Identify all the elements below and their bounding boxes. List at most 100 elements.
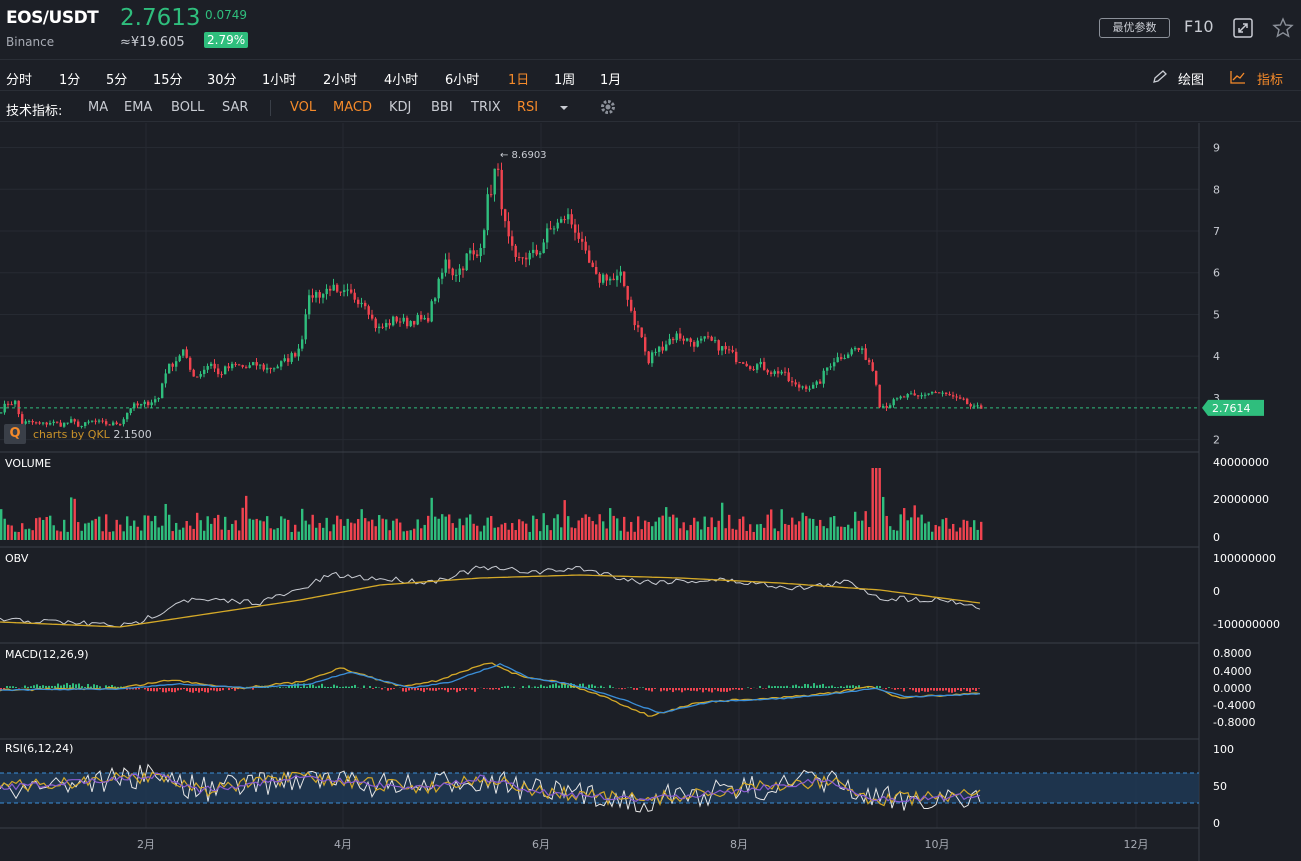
tf-tab[interactable]: 2小时 xyxy=(323,73,358,88)
indicator-axis-label: -0.8000 xyxy=(1213,716,1255,729)
volume-bar xyxy=(406,530,409,540)
indicator-trix[interactable]: TRIX xyxy=(471,100,501,115)
volume-bar xyxy=(192,528,195,540)
candle-body xyxy=(14,400,17,405)
candle-body xyxy=(283,358,286,362)
candle-body xyxy=(717,340,720,351)
macd-histogram-bar xyxy=(219,688,221,691)
tf-tab[interactable]: 30分 xyxy=(207,73,237,88)
candle-body xyxy=(301,339,304,349)
last-price-marker: 2.7614 xyxy=(0,399,1264,416)
candle-body xyxy=(959,397,962,399)
volume-bar xyxy=(868,527,871,540)
volume-bar xyxy=(196,512,199,540)
volume-bar xyxy=(815,525,818,540)
expand-icon[interactable] xyxy=(1232,17,1254,39)
indicator-axis-label: -0.4000 xyxy=(1213,699,1255,712)
volume-bar xyxy=(955,531,958,540)
volume-bar xyxy=(381,518,384,540)
candle-body xyxy=(262,364,265,370)
indicator-vol[interactable]: VOL xyxy=(290,100,317,115)
volume-bar xyxy=(462,525,465,540)
macd-histogram-bar xyxy=(936,688,938,691)
tf-tab[interactable]: 1月 xyxy=(600,73,622,88)
volume-bar xyxy=(52,525,55,540)
tf-tab[interactable]: 4小时 xyxy=(384,73,419,88)
indicator-ema[interactable]: EMA xyxy=(124,100,153,115)
volume-bar xyxy=(171,531,174,540)
macd-histogram-bar xyxy=(72,683,74,688)
candle-body xyxy=(826,367,829,371)
volume-bar xyxy=(483,525,486,540)
indicator-rsi[interactable]: RSI xyxy=(517,100,539,115)
indicator-bbi[interactable]: BBI xyxy=(431,100,453,115)
indicator-boll[interactable]: BOLL xyxy=(171,100,205,115)
f10-button[interactable]: F10 xyxy=(1184,17,1214,36)
volume-bar xyxy=(616,518,619,540)
indicator-kdj[interactable]: KDJ xyxy=(389,100,412,115)
candle-body xyxy=(696,340,699,347)
candle-body xyxy=(217,368,220,375)
candle-body xyxy=(444,259,447,273)
macd-histogram-bar xyxy=(186,688,188,692)
candle-body xyxy=(423,317,426,320)
candle-body xyxy=(693,342,696,347)
caret-down-icon[interactable] xyxy=(559,104,569,112)
candle-body xyxy=(280,361,283,367)
best-params-button[interactable]: 最优参数 xyxy=(1099,18,1170,38)
tf-tab[interactable]: 1周 xyxy=(554,73,576,88)
macd-histogram-bar xyxy=(939,688,941,691)
macd-histogram-bar xyxy=(54,685,56,688)
macd-histogram-bar xyxy=(453,688,455,690)
macd-histogram-bar xyxy=(324,686,326,688)
macd-histogram-bar xyxy=(300,687,302,688)
indicator-ma[interactable]: MA xyxy=(88,100,109,115)
macd-histogram-bar xyxy=(471,688,473,690)
macd-histogram-bar xyxy=(765,688,767,689)
macd-histogram-bar xyxy=(3,688,5,690)
candle-body xyxy=(66,422,69,424)
volume-bar xyxy=(654,521,657,540)
tf-tab[interactable]: 15分 xyxy=(153,73,183,88)
candle-body xyxy=(682,338,685,341)
macd-histogram-bar xyxy=(693,688,695,691)
volume-bar xyxy=(231,523,234,540)
macd-histogram-bar xyxy=(573,684,575,688)
candle-body xyxy=(70,419,73,423)
star-icon[interactable] xyxy=(1272,17,1294,39)
tf-tab[interactable]: 6小时 xyxy=(445,73,480,88)
tf-tab[interactable]: 分时 xyxy=(6,73,33,88)
volume-bar xyxy=(269,528,272,540)
macd-histogram-bar xyxy=(213,688,215,691)
macd-histogram-bar xyxy=(303,683,305,688)
macd-histogram-bar xyxy=(891,688,893,689)
tf-tab-active[interactable]: 1日 xyxy=(508,73,530,88)
macd-histogram-bar xyxy=(504,686,506,688)
tf-tab[interactable]: 1分 xyxy=(59,73,81,88)
volume-bar xyxy=(98,516,101,540)
volume-bar xyxy=(626,531,629,540)
macd-histogram-bar xyxy=(549,685,551,688)
macd-histogram-bar xyxy=(513,686,515,688)
candle-body xyxy=(87,421,90,423)
indicator-sar[interactable]: SAR xyxy=(222,100,249,115)
volume-bar xyxy=(402,531,405,540)
volume-bar xyxy=(392,520,395,540)
draw-button[interactable]: 绘图 xyxy=(1178,73,1205,88)
candle-body xyxy=(206,365,209,370)
indicator-macd[interactable]: MACD xyxy=(333,100,372,115)
macd-histogram-bar xyxy=(330,686,332,688)
chart-area[interactable]: ← 8.6903 2月 4月 6月 8月 10月 12月 2 3 4 5 6 7 8 9 VOLUME 400… xyxy=(0,123,1301,861)
brand-logo-icon: Q xyxy=(4,424,26,444)
gear-icon[interactable] xyxy=(599,98,617,116)
tf-tab[interactable]: 1小时 xyxy=(262,73,297,88)
volume-bar xyxy=(241,507,244,540)
volume-bar xyxy=(168,514,171,540)
macd-histogram-bar xyxy=(465,688,467,691)
indicator-button[interactable]: 指标 xyxy=(1257,73,1284,88)
tf-tab[interactable]: 5分 xyxy=(106,73,128,88)
x-axis-label: 8月 xyxy=(730,838,748,851)
volume-bar xyxy=(633,531,636,540)
macd-histogram-bar xyxy=(729,688,731,691)
candle-body xyxy=(896,398,899,400)
